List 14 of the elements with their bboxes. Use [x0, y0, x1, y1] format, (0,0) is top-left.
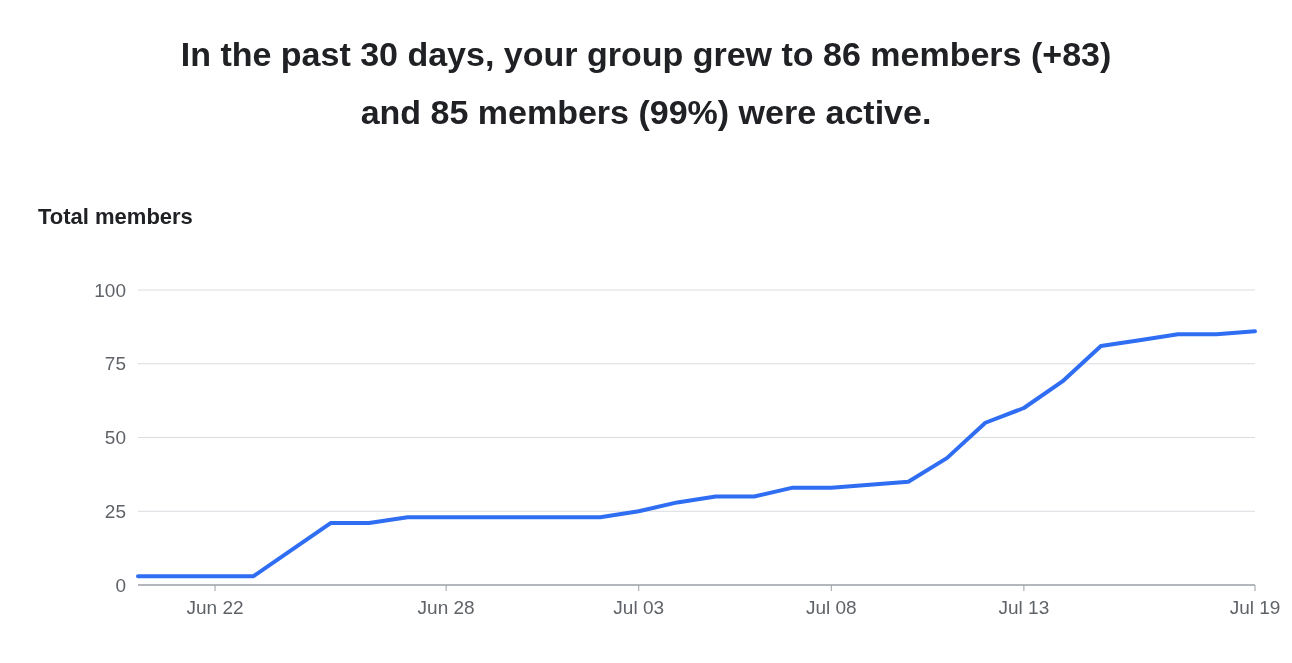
y-tick-label: 75 — [104, 353, 126, 375]
y-tick-label: 25 — [104, 500, 126, 522]
x-tick-label: Jul 19 — [1229, 597, 1281, 618]
x-tick-label: Jun 22 — [186, 597, 244, 618]
x-tick-label: Jul 08 — [805, 597, 857, 618]
x-tick-label: Jul 03 — [613, 597, 665, 618]
y-tick-label: 0 — [115, 574, 126, 596]
y-tick-label: 100 — [94, 279, 126, 301]
line-series — [136, 329, 1257, 579]
y-tick-label: 50 — [104, 427, 126, 449]
chart-title: In the past 30 days, your group grew to 86 members (+83) and 85 members (99%) were active. — [180, 35, 1112, 131]
x-tick-label: Jul 13 — [998, 597, 1050, 618]
x-tick-label: Jun 28 — [417, 597, 475, 618]
y-axis-title: Total members — [38, 204, 193, 229]
